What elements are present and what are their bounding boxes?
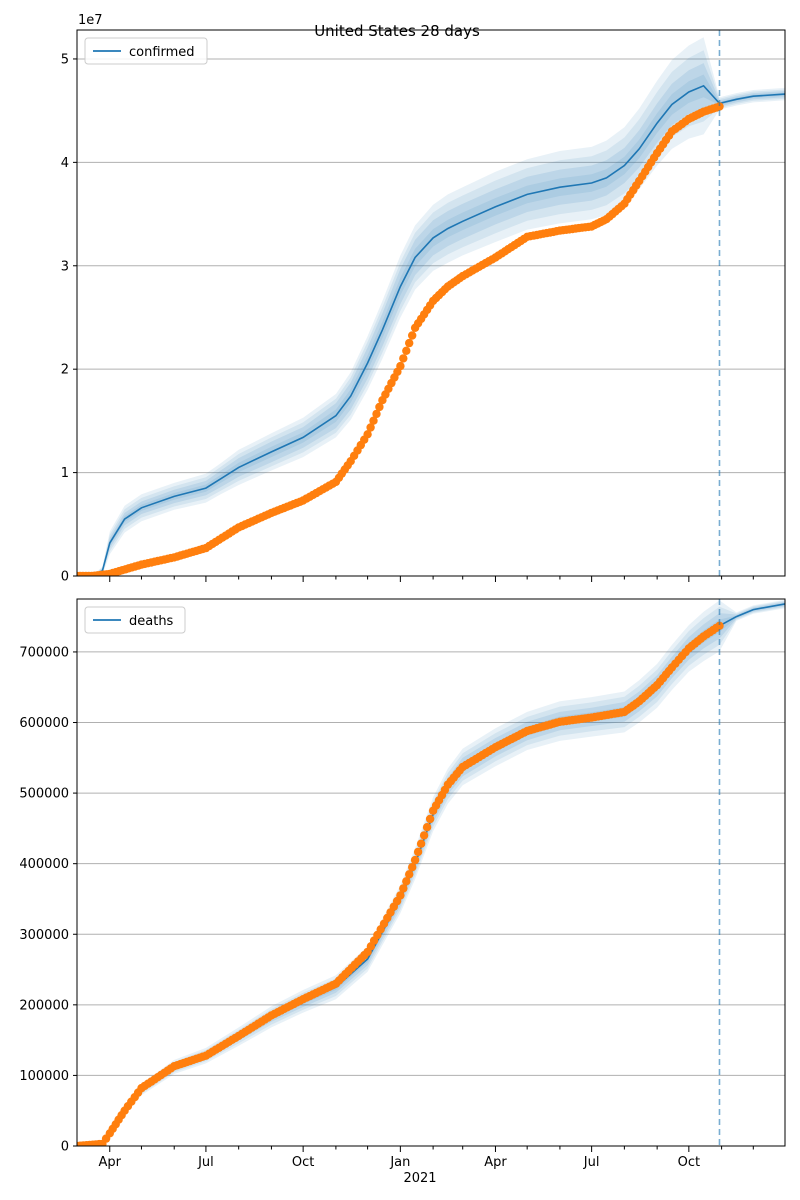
observation-point <box>375 402 384 412</box>
observation-point <box>715 621 724 630</box>
y-tick-label: 600000 <box>19 716 69 731</box>
legend: confirmed <box>84 37 208 65</box>
observation-point <box>369 416 378 425</box>
observation-point <box>366 423 375 432</box>
uncertainty-band <box>77 37 785 576</box>
observation-point <box>408 863 417 872</box>
x-tick-label: Jan <box>389 1155 410 1170</box>
observation-point <box>413 847 423 857</box>
legend-label: deaths <box>129 614 174 629</box>
observation-point <box>422 823 432 832</box>
x-tick-label: Jul <box>583 1155 600 1170</box>
uncertainty-band <box>77 599 785 1146</box>
observation-point <box>399 354 408 363</box>
y-tick-label: 0 <box>61 1140 69 1155</box>
confirmed-panel: 0 1 2 3 4 5 confirmed <box>61 29 786 585</box>
x-tick-label: Apr <box>484 1155 507 1170</box>
y-tick-label: 300000 <box>19 928 69 943</box>
observation-point <box>363 430 372 439</box>
y-tick-label: 1 <box>61 466 69 481</box>
x-tick-label: Apr <box>99 1155 122 1170</box>
x-tick-label: Jul <box>197 1155 214 1170</box>
y-tick-label: 700000 <box>19 645 69 660</box>
observation-point <box>408 331 417 340</box>
figure-title: United States 28 days <box>314 22 480 40</box>
observation-point <box>396 361 405 371</box>
y-tick-label: 500000 <box>19 787 69 802</box>
axes-frame <box>76 29 786 577</box>
deaths-panel: 0 100000 200000 300000 400000 500000 600000 700… <box>19 598 786 1170</box>
observation-point <box>425 814 435 824</box>
legend: deaths <box>84 606 186 634</box>
model-line <box>77 84 785 576</box>
axes-frame <box>76 598 786 1147</box>
observation-point <box>410 855 420 865</box>
y-tick-label: 4 <box>61 156 69 171</box>
plot-area <box>77 37 785 576</box>
x-year-label: 2021 <box>403 1171 436 1186</box>
observation-point <box>399 884 408 893</box>
legend-box <box>84 37 208 65</box>
observation-point <box>372 409 381 419</box>
x-tick-label: Oct <box>678 1155 700 1170</box>
y-tick-label: 2 <box>61 363 69 378</box>
plot-area <box>77 599 785 1146</box>
observation-point <box>405 870 414 879</box>
y-tick-label: 0 <box>61 570 69 585</box>
y-offset-label: 1e7 <box>78 13 103 28</box>
observation-point <box>419 831 429 840</box>
observation-point <box>396 891 405 900</box>
observation-point <box>402 877 411 886</box>
x-tick-label: Oct <box>292 1155 314 1170</box>
y-tick-label: 3 <box>61 259 69 274</box>
legend-label: confirmed <box>129 45 195 60</box>
observation-point <box>402 346 411 355</box>
y-tick-label: 100000 <box>19 1069 69 1084</box>
uncertainty-band <box>77 63 785 576</box>
observation-point <box>416 839 426 848</box>
legend-box <box>84 606 186 634</box>
observation-point <box>715 102 724 111</box>
y-tick-label: 400000 <box>19 857 69 872</box>
uncertainty-band <box>77 50 785 576</box>
observation-point <box>405 338 414 348</box>
y-tick-label: 5 <box>61 52 69 67</box>
y-tick-label: 200000 <box>19 998 69 1013</box>
